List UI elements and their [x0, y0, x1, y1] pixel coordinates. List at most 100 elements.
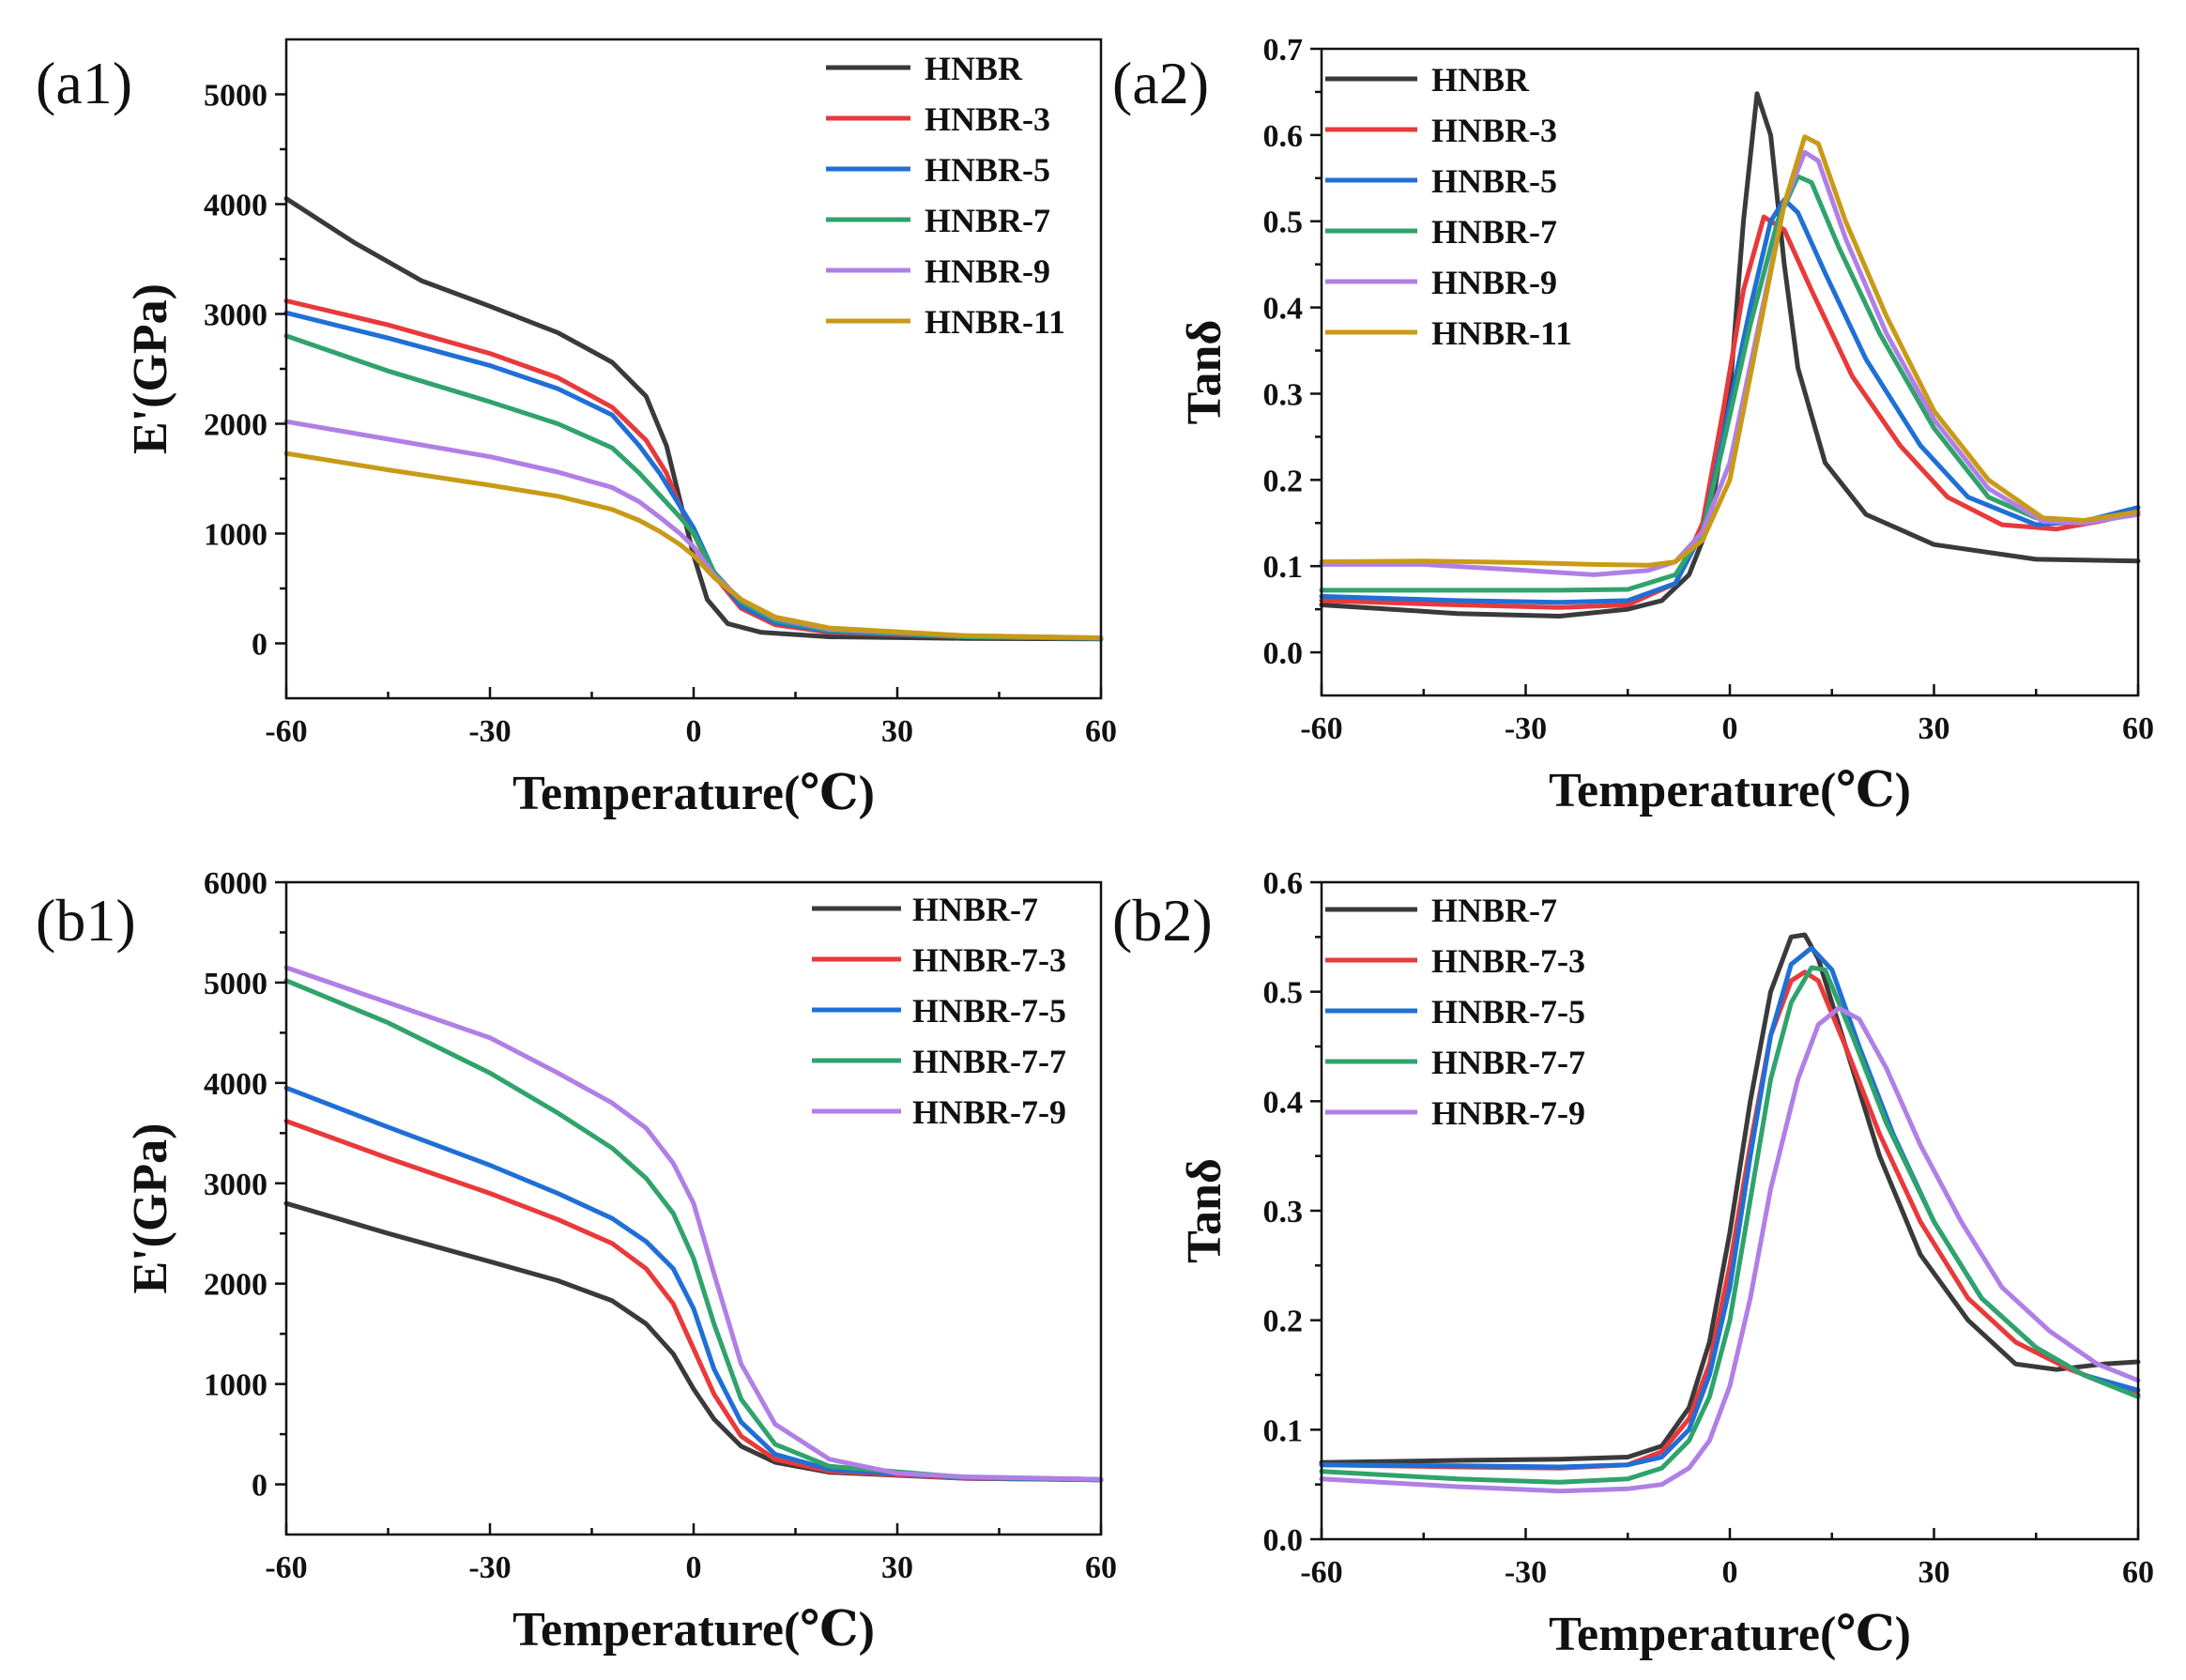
y-axis-title: E'(GPa) [124, 283, 177, 454]
legend-label: HNBR-7-9 [912, 1093, 1066, 1131]
x-tick-label: -60 [1300, 1555, 1342, 1590]
x-tick-label: 30 [881, 714, 913, 749]
x-tick-label: 60 [1085, 1550, 1117, 1585]
legend-label: HNBR-11 [925, 303, 1065, 341]
legend-label: HNBR [1431, 61, 1530, 99]
series-line-hnbr [1319, 91, 2141, 619]
x-tick-label: -30 [468, 1550, 511, 1585]
series-line-hnbr-11 [283, 451, 1104, 641]
x-axis-title: Temperature(℃) [1549, 1608, 1911, 1661]
plot-frame [1320, 880, 2140, 1541]
legend-label: HNBR-7 [1431, 892, 1557, 929]
y-tick-label: 2000 [204, 408, 268, 443]
legend-label: HNBR-5 [925, 151, 1050, 189]
x-tick-label: 0 [1722, 711, 1738, 746]
x-tick-label: 0 [1722, 1555, 1738, 1590]
y-axis-title: E'(GPa) [124, 1123, 177, 1294]
y-tick-label: 4000 [204, 1067, 268, 1102]
series-line-hnbr-7-9 [1319, 1005, 2141, 1494]
series-line-hnbr-7 [283, 1200, 1104, 1483]
legend-label: HNBR-3 [1431, 112, 1557, 149]
y-tick-label: 0.3 [1263, 1195, 1304, 1229]
y-tick-label: 1000 [204, 1368, 268, 1403]
series-line-hnbr-7-7 [1319, 965, 2141, 1485]
legend-label: HNBR-7-3 [1431, 942, 1585, 980]
y-axis-title: Tanδ [1178, 1158, 1231, 1263]
chart-panel-a1: -60 -30 0 30 60 0 1000 2000 3000 4000 5000 Temperat… [36, 38, 1117, 820]
legend-label: HNBR-9 [1431, 264, 1557, 301]
legend: HNBR-7 HNBR-7-3 HNBR-7-5 HNBR-7-7 HNBR-7-9 [812, 891, 1066, 1131]
y-tick-label: 0.1 [1263, 550, 1304, 585]
series-line-hnbr-5 [1319, 197, 2141, 605]
y-tick-label: 0.6 [1263, 866, 1304, 901]
legend-label: HNBR-5 [1431, 162, 1557, 200]
chart-panel-b1: -60 -30 0 30 60 0 1000 2000 3000 4000 5000 6000 Temp… [36, 866, 1117, 1657]
y-tick-label: 0.4 [1263, 1085, 1304, 1120]
x-tick-label: 30 [1918, 1555, 1950, 1590]
panel-label: (b1) [36, 887, 136, 954]
series-line-hnbr-11 [1319, 134, 2141, 568]
panel-label: (b2) [1112, 887, 1213, 954]
legend-label: HNBR-7 [1431, 213, 1557, 251]
series-line-hnbr-3 [283, 298, 1104, 641]
series-line-hnbr-3 [1319, 214, 2141, 610]
legend-label: HNBR-7-5 [912, 992, 1066, 1030]
y-tick-label: 6000 [204, 866, 268, 901]
legend-label: HNBR-7-3 [912, 941, 1066, 979]
chart-panel-a2: -60 -30 0 30 60 0.0 0.1 0.2 0.3 0.4 0.5 0.6 0.7 Tempe… [1112, 33, 2154, 817]
series-line-hnbr [283, 196, 1104, 642]
y-tick-label: 5000 [204, 967, 268, 1001]
series-line-hnbr-7 [283, 333, 1104, 641]
x-tick-label: -30 [1505, 711, 1547, 746]
legend: HNBR HNBR-3 HNBR-5 HNBR-7 HNBR-9 HNBR-11 [826, 50, 1065, 341]
panel-label: (a2) [1112, 50, 1209, 116]
legend-label: HNBR-7-7 [912, 1043, 1066, 1080]
x-axis-title: Temperature(℃) [512, 767, 875, 820]
series-line-hnbr-7 [1319, 932, 2141, 1465]
y-tick-label: 5000 [204, 79, 268, 114]
y-tick-label: 3000 [204, 1168, 268, 1202]
legend-label: HNBR-7 [912, 891, 1038, 928]
x-tick-label: 30 [881, 1550, 913, 1585]
y-tick-label: 0.0 [1263, 636, 1304, 671]
y-tick-label: 0.5 [1263, 206, 1304, 240]
series-line-hnbr-7-7 [283, 978, 1104, 1482]
x-tick-label: 0 [686, 714, 702, 749]
y-tick-label: 3000 [204, 298, 268, 333]
plot-frame [284, 38, 1103, 700]
legend-label: HNBR-7-5 [1431, 993, 1585, 1031]
y-tick-label: 0.6 [1263, 119, 1304, 154]
x-axis-title: Temperature(℃) [1549, 764, 1911, 817]
y-axis-title: Tanδ [1178, 320, 1231, 425]
legend: HNBR-7 HNBR-7-3 HNBR-7-5 HNBR-7-7 HNBR-7-9 [1325, 892, 1585, 1132]
y-tick-label: 0.1 [1263, 1413, 1304, 1448]
y-tick-label: 0.5 [1263, 976, 1304, 1011]
legend-label: HNBR-7-9 [1431, 1094, 1585, 1132]
y-tick-label: 4000 [204, 189, 268, 223]
x-tick-label: 60 [2122, 711, 2154, 746]
x-tick-label: 60 [1085, 714, 1117, 749]
legend-label: HNBR [925, 50, 1023, 87]
panel-label: (a1) [36, 50, 132, 116]
y-tick-label: 2000 [204, 1268, 268, 1303]
y-tick-label: 0 [252, 628, 268, 663]
x-tick-label: 30 [1918, 711, 1950, 746]
x-tick-label: -30 [468, 714, 511, 749]
series-line-hnbr-7-9 [283, 965, 1104, 1482]
y-tick-label: 0.2 [1263, 464, 1304, 498]
legend-label: HNBR-11 [1431, 314, 1572, 352]
series-line-hnbr-5 [283, 310, 1104, 641]
legend-label: HNBR-7-7 [1431, 1044, 1585, 1081]
x-axis-title: Temperature(℃) [512, 1603, 875, 1657]
y-tick-label: 1000 [204, 518, 268, 553]
y-tick-label: 0 [252, 1469, 268, 1504]
x-tick-label: -30 [1505, 1555, 1547, 1590]
y-tick-label: 0.7 [1263, 33, 1304, 68]
y-tick-label: 0.3 [1263, 377, 1304, 412]
x-tick-label: 0 [686, 1550, 702, 1585]
legend-label: HNBR-7 [925, 202, 1050, 239]
legend-label: HNBR-3 [925, 100, 1050, 138]
legend-label: HNBR-9 [925, 252, 1050, 290]
y-tick-label: 0.0 [1263, 1523, 1304, 1558]
